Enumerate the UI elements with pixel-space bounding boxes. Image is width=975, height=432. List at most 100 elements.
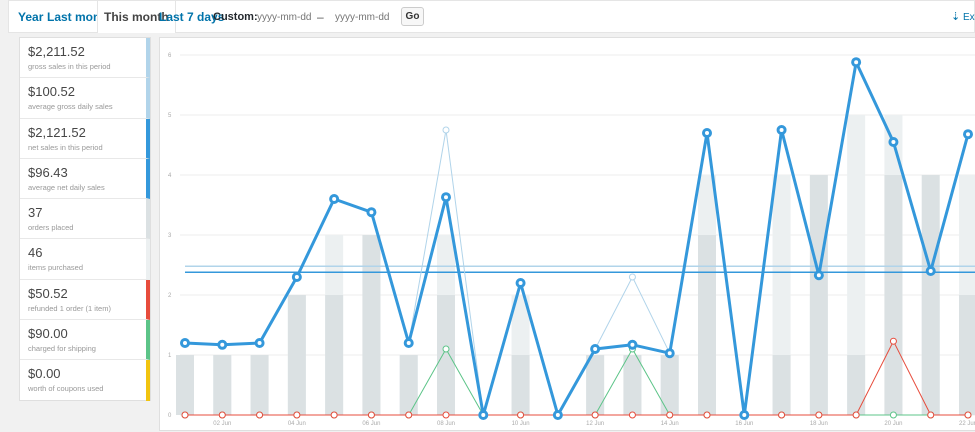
x-tick-label: 08 Jun [437, 421, 455, 427]
shipping-point [889, 411, 897, 419]
orders-bar [399, 355, 418, 415]
refunds-line [185, 340, 968, 416]
net-sales-point [403, 338, 414, 348]
orders-bar [959, 295, 975, 415]
legend-orders-placed[interactable]: 37 orders placed [20, 199, 150, 240]
refunds-point [591, 411, 599, 419]
net-sales-point [329, 194, 340, 204]
legend-average-net[interactable]: $96.43 average net daily sales [20, 158, 150, 200]
net-sales-point [963, 129, 973, 140]
shipping-point [442, 345, 450, 353]
items-bar [847, 115, 866, 415]
start-date-input[interactable] [255, 8, 319, 28]
net-sales-point [366, 207, 377, 218]
x-tick-label: 20 Jun [884, 421, 902, 427]
legend-value: $100.52 [28, 84, 75, 100]
download-arrow-icon: ⇣ [951, 11, 961, 23]
refunds-point [330, 411, 338, 419]
net-sales-point [291, 272, 302, 282]
legend-gross-sales[interactable]: $2,211.52 gross sales in this period [20, 38, 150, 79]
refunds-point [778, 411, 786, 419]
y-tick-label: 4 [168, 173, 172, 179]
net-sales-point [552, 410, 563, 420]
orders-bar [176, 355, 194, 415]
net-sales-point [627, 339, 638, 350]
custom-range-label: Custom: [213, 11, 258, 23]
net-sales-point [664, 348, 675, 359]
net-sales-point [515, 278, 526, 288]
refunds-point [927, 411, 935, 419]
legend-desc: refunded 1 order (1 item) [28, 303, 111, 313]
refunds-point [852, 411, 860, 419]
go-button[interactable]: Go [401, 7, 424, 26]
x-tick-label: 16 Jun [735, 421, 753, 427]
range-tabs-bar: Year Last month This month Last 7 days C… [8, 0, 975, 33]
export-csv-link[interactable]: ⇣ Exp [951, 1, 975, 34]
net-sales-point [776, 125, 787, 135]
legend-desc: gross sales in this period [28, 62, 111, 71]
refunds-point [218, 411, 226, 419]
refunds-point [517, 411, 525, 419]
y-tick-label: 2 [168, 293, 172, 299]
net-sales-point [180, 338, 190, 348]
orders-bar [213, 355, 232, 415]
orders-bar [809, 175, 828, 415]
legend-desc: net sales in this period [28, 142, 103, 152]
end-date-input[interactable] [333, 8, 397, 28]
net-sales-point [478, 410, 489, 420]
legend-desc: items purchased [28, 263, 84, 273]
orders-bar [287, 295, 306, 415]
refunds-point [442, 411, 450, 419]
refunds-point [815, 411, 823, 419]
orders-bar [698, 235, 716, 415]
gross-sales-point [628, 273, 636, 281]
tab-last-month[interactable]: Last month [47, 10, 112, 24]
orders-bar [847, 355, 866, 415]
refunds-point [889, 337, 897, 345]
legend-desc: charged for shipping [28, 344, 96, 354]
tab-year[interactable]: Year [18, 10, 44, 24]
sales-chart: 0 1 2 3 4 5 6 02 Jun 04 Jun 06 Jun 08 Jun 10 Jun 12 … [168, 53, 975, 427]
chart-area: 0 1 2 3 4 5 6 02 Jun 04 Jun 06 Jun 08 Jun 10 Jun 12 … [159, 37, 975, 431]
legend-value: 37 [28, 205, 43, 221]
legend-value: $50.52 [28, 285, 68, 301]
orders-bar [623, 355, 642, 415]
export-label: Exp [963, 12, 975, 23]
orders-bar [250, 355, 269, 415]
legend-desc: orders placed [28, 223, 74, 233]
orders-bar [921, 175, 940, 415]
refunds-point [181, 411, 189, 419]
y-tick-label: 0 [168, 413, 172, 419]
x-tick-label: 10 Jun [512, 421, 530, 427]
orders-bar [362, 235, 381, 415]
legend-coupons[interactable]: $0.00 worth of coupons used [20, 360, 150, 401]
refunds-point [666, 411, 674, 419]
refunds-point [703, 411, 711, 419]
legend-value: 46 [28, 245, 43, 261]
legend-items-purchased[interactable]: 46 items purchased [20, 239, 150, 280]
net-sales-point [813, 270, 824, 281]
net-sales-point [254, 338, 265, 348]
orders-bar [772, 355, 791, 415]
legend-value: $90.00 [28, 326, 68, 342]
x-tick-label: 14 Jun [661, 421, 679, 427]
legend-refunds[interactable]: $50.52 refunded 1 order (1 item) [20, 279, 150, 321]
tab-last-7-days[interactable]: Last 7 days [159, 10, 225, 24]
net-sales-point [441, 192, 451, 203]
legend-desc: worth of coupons used [28, 384, 104, 394]
refunds-point [293, 411, 301, 419]
x-tick-label: 12 Jun [586, 421, 604, 427]
tab-this-month[interactable]: This month [97, 1, 176, 33]
net-sales-line [184, 60, 970, 417]
x-tick-label: 22 Jun [959, 421, 975, 427]
legend-net-sales[interactable]: $2,121.52 net sales in this period [20, 118, 150, 159]
refunds-point [964, 411, 972, 419]
y-tick-label: 5 [168, 113, 172, 119]
orders-bar [511, 355, 530, 415]
legend-average-gross[interactable]: $100.52 average gross daily sales [20, 78, 150, 119]
legend-shipping[interactable]: $90.00 charged for shipping [20, 320, 150, 361]
net-sales-point [888, 137, 899, 147]
legend-desc: average net daily sales [28, 182, 105, 192]
legend-value: $0.00 [28, 366, 61, 382]
legend-desc: average gross daily sales [28, 102, 113, 112]
